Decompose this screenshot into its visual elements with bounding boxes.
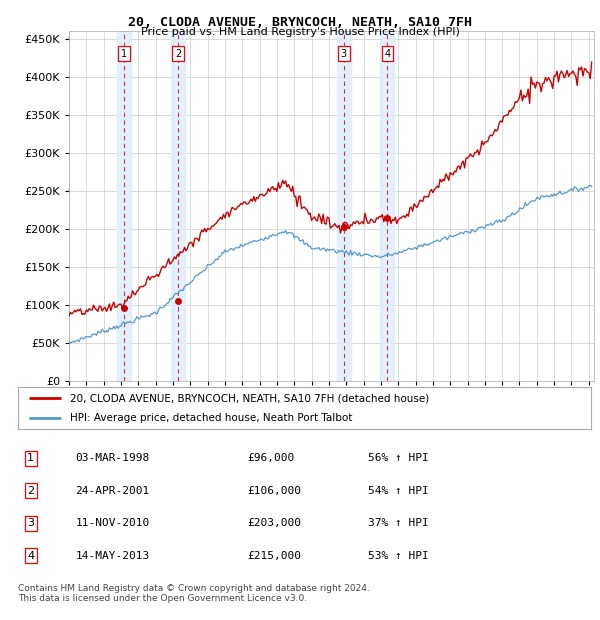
Text: Contains HM Land Registry data © Crown copyright and database right 2024.
This d: Contains HM Land Registry data © Crown c… [18,584,370,603]
Text: 2: 2 [27,486,34,496]
Text: 56% ↑ HPI: 56% ↑ HPI [368,453,428,464]
Text: 11-NOV-2010: 11-NOV-2010 [76,518,149,528]
Text: 53% ↑ HPI: 53% ↑ HPI [368,551,428,561]
Bar [337,31,351,381]
Text: HPI: Average price, detached house, Neath Port Talbot: HPI: Average price, detached house, Neat… [70,413,352,423]
Text: 20, CLODA AVENUE, BRYNCOCH, NEATH, SA10 7FH: 20, CLODA AVENUE, BRYNCOCH, NEATH, SA10 … [128,16,472,29]
Text: 4: 4 [384,49,391,59]
Text: 1: 1 [121,49,127,59]
Text: Price paid vs. HM Land Registry's House Price Index (HPI): Price paid vs. HM Land Registry's House … [140,27,460,37]
Text: 3: 3 [341,49,347,59]
Text: 37% ↑ HPI: 37% ↑ HPI [368,518,428,528]
Text: £96,000: £96,000 [247,453,295,464]
Text: 4: 4 [27,551,34,561]
Text: 03-MAR-1998: 03-MAR-1998 [76,453,149,464]
Text: 14-MAY-2013: 14-MAY-2013 [76,551,149,561]
Bar [117,31,131,381]
Text: 3: 3 [27,518,34,528]
Bar [380,31,394,381]
Text: 1: 1 [27,453,34,464]
Text: £106,000: £106,000 [247,486,301,496]
Text: £215,000: £215,000 [247,551,301,561]
Text: 24-APR-2001: 24-APR-2001 [76,486,149,496]
Text: 54% ↑ HPI: 54% ↑ HPI [368,486,428,496]
Bar [172,31,185,381]
Text: 20, CLODA AVENUE, BRYNCOCH, NEATH, SA10 7FH (detached house): 20, CLODA AVENUE, BRYNCOCH, NEATH, SA10 … [70,393,429,403]
Text: £203,000: £203,000 [247,518,301,528]
Text: 2: 2 [175,49,181,59]
